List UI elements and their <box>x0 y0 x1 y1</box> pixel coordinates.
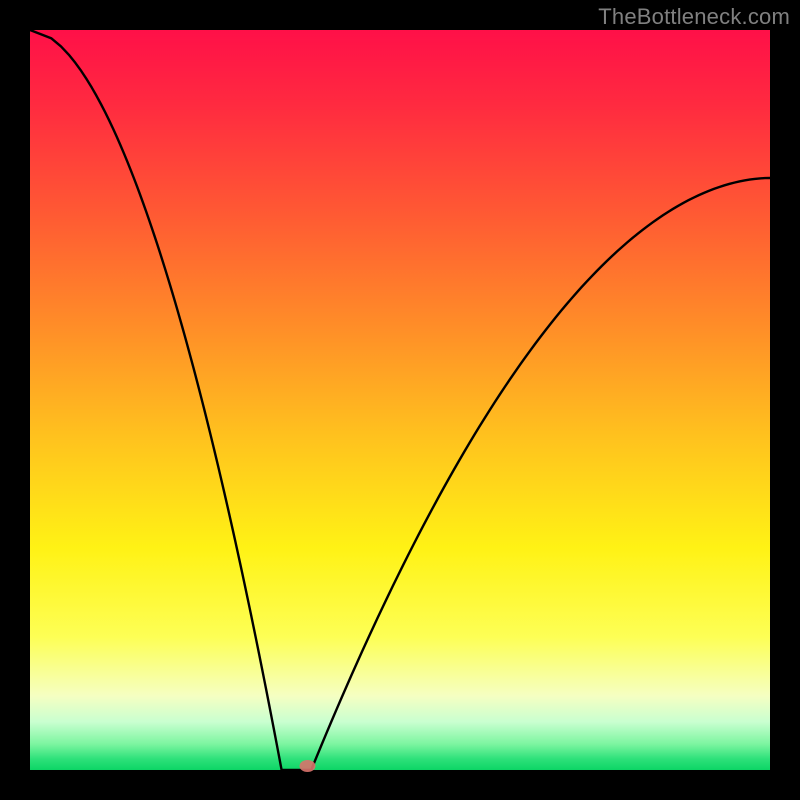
plot-background <box>30 30 770 770</box>
chart-stage: TheBottleneck.com <box>0 0 800 800</box>
bottleneck-chart <box>0 0 800 800</box>
optimum-marker <box>300 760 316 772</box>
watermark-text: TheBottleneck.com <box>598 4 790 30</box>
